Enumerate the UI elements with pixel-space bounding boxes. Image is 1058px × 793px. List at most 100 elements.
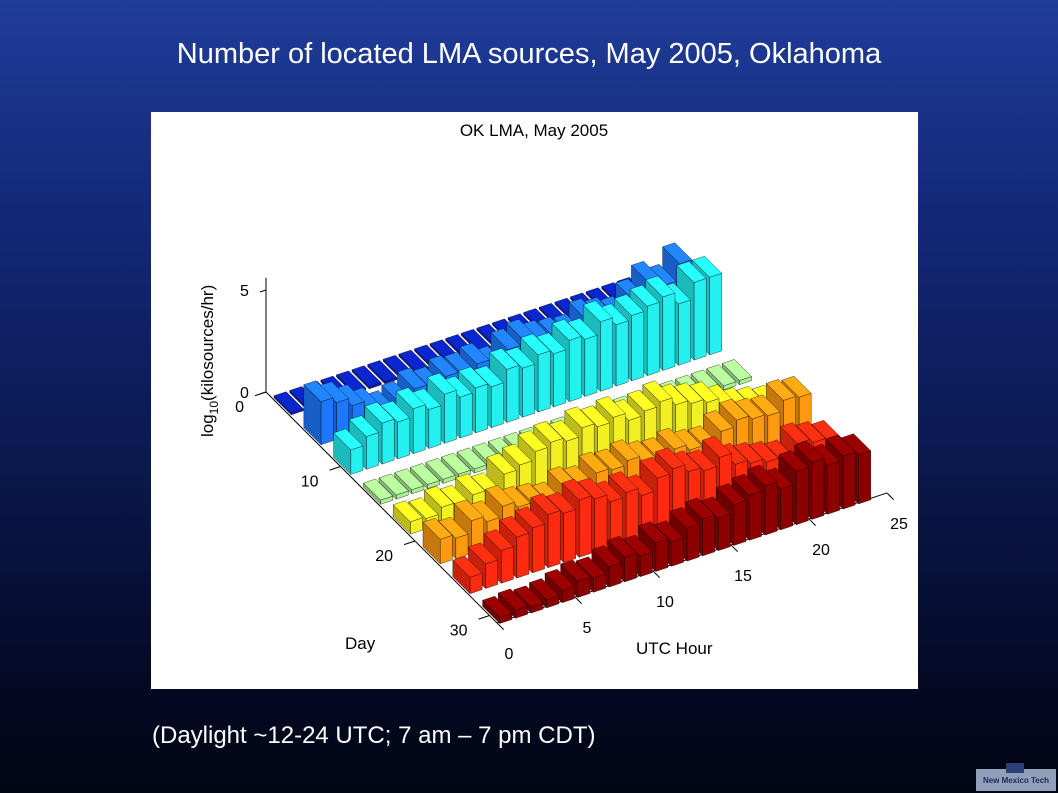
bar <box>425 457 456 484</box>
bar-front <box>624 553 637 583</box>
bar-front <box>827 461 840 515</box>
y-tick-label: 0 <box>235 399 244 416</box>
bar <box>333 428 364 475</box>
y-tick-label: 20 <box>375 548 393 565</box>
bar <box>721 359 752 386</box>
bar-side <box>452 559 471 595</box>
bar-front <box>522 364 535 418</box>
bar <box>456 447 487 474</box>
caption: (Daylight ~12-24 UTC; 7 am – 7 pm CDT) <box>152 722 596 749</box>
bar3d-chart: OK LMA, May 2005 0 5 10 15 20 25 0 10 20 30 0 5 UTC… <box>198 121 908 663</box>
x-tick-mark <box>652 570 661 579</box>
bar-front <box>381 418 395 465</box>
bar-front <box>702 514 715 557</box>
bar-front <box>600 317 613 392</box>
bar-front <box>764 481 778 536</box>
bar <box>303 380 334 446</box>
bar-front <box>475 383 488 434</box>
bar-side <box>422 521 441 565</box>
bar-front <box>811 458 825 520</box>
bar-side <box>410 467 428 490</box>
bar-front <box>594 494 608 553</box>
bar-front <box>428 405 442 449</box>
bar-front <box>491 382 504 428</box>
bar-front <box>655 538 669 572</box>
bar-side <box>456 451 475 474</box>
bar <box>363 478 394 505</box>
chart-title: OK LMA, May 2005 <box>460 121 608 140</box>
bar-front <box>608 562 622 588</box>
x-tick-label: 5 <box>583 620 592 637</box>
bar-side <box>378 477 397 500</box>
bar <box>452 556 483 595</box>
z-tick-label: 5 <box>240 283 249 300</box>
bar-front <box>366 432 379 470</box>
bar-side <box>273 395 292 416</box>
y-tick-label: 10 <box>301 474 319 491</box>
bar-front <box>693 278 707 361</box>
x-tick-mark <box>886 492 895 501</box>
bar-front <box>749 491 762 541</box>
x-tick-label: 0 <box>505 646 514 663</box>
x-tick-label: 15 <box>734 568 752 585</box>
bar <box>706 364 737 391</box>
bar-front <box>350 445 364 475</box>
bar-side <box>441 456 459 479</box>
bar-side <box>706 368 724 391</box>
bar-front <box>563 509 576 563</box>
svg-text:New Mexico Tech: New Mexico Tech <box>983 776 1049 785</box>
y-tick-mark <box>403 540 416 546</box>
bar-side <box>363 482 381 505</box>
x-tick-label: 20 <box>812 542 830 559</box>
bars <box>273 242 872 624</box>
bar-front <box>662 292 676 371</box>
bar-front <box>501 546 514 584</box>
bar-side <box>394 472 412 495</box>
bar-front <box>440 535 453 565</box>
bar-front <box>537 350 551 413</box>
bar <box>392 500 423 535</box>
bar-front <box>584 335 598 397</box>
bar-side <box>333 432 351 475</box>
bar-front <box>858 450 871 505</box>
figure-panel: OK LMA, May 2005 0 5 10 15 20 25 0 10 20 30 0 5 UTC… <box>151 112 918 689</box>
x-tick-mark <box>808 518 817 527</box>
bar-front <box>444 390 457 444</box>
bar-front <box>532 523 545 574</box>
y-tick-mark <box>329 466 341 471</box>
bar-front <box>640 551 653 577</box>
bar-front <box>733 500 747 546</box>
bar <box>351 365 382 390</box>
bar-front <box>718 513 731 551</box>
z-axis-label: log10(kilosources/hr) <box>198 285 221 437</box>
bar-side <box>351 369 370 390</box>
bar-front <box>678 299 691 366</box>
bar-front <box>569 336 582 402</box>
bar-side <box>303 384 322 446</box>
z-tick-label: 0 <box>240 385 249 402</box>
bar-front <box>455 533 469 559</box>
bar-front <box>459 392 473 439</box>
bar-front <box>625 488 639 542</box>
x-tick-mark <box>574 596 583 605</box>
bar-side <box>393 504 411 535</box>
bar-front <box>780 484 793 531</box>
bar-front <box>397 417 410 460</box>
bar <box>560 559 591 598</box>
bar-front <box>796 467 809 525</box>
bar-front <box>516 532 530 579</box>
bar-front <box>485 559 498 589</box>
bar-front <box>686 524 700 562</box>
bar-front <box>413 404 426 454</box>
bar-front <box>320 397 334 445</box>
bar <box>367 360 398 385</box>
z-tick-mark <box>259 391 267 395</box>
z-tick-mark <box>259 289 267 293</box>
bar <box>529 578 560 609</box>
y-tick-mark <box>478 615 490 620</box>
bar <box>409 463 440 490</box>
bar-front <box>671 537 684 567</box>
x-axis-label: UTC Hour <box>636 639 713 658</box>
bar-side <box>722 363 740 386</box>
bar-side <box>367 364 385 385</box>
